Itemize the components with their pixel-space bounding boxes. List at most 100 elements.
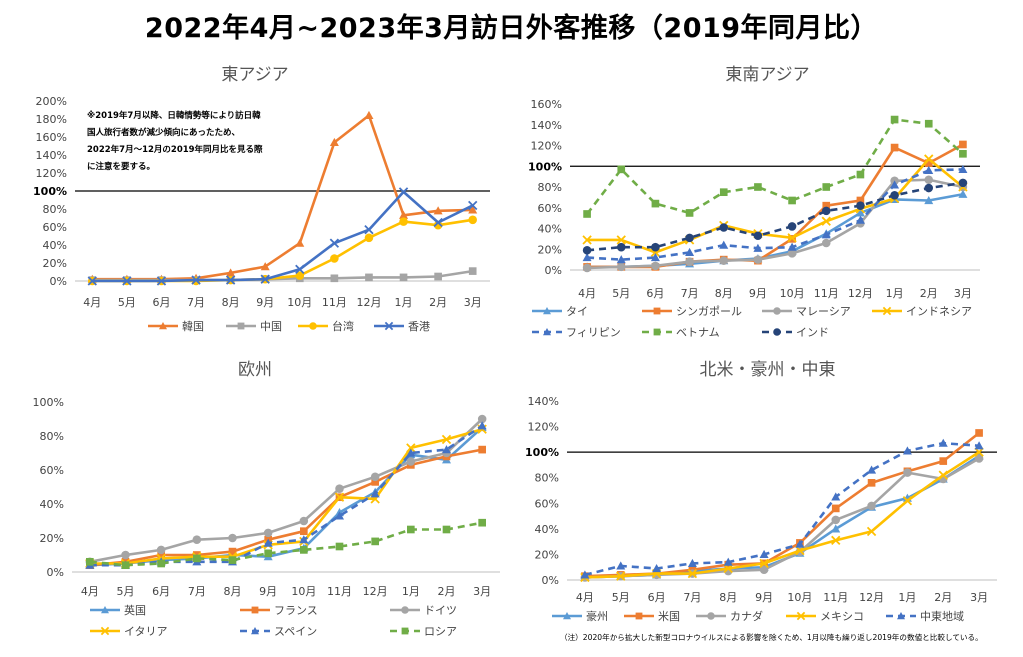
data-point <box>924 183 934 193</box>
x-tick-label: 1月 <box>395 296 413 309</box>
legend-marker <box>543 328 551 336</box>
legend-label: フランス <box>274 604 318 617</box>
legend-marker <box>563 612 571 620</box>
data-point <box>831 524 841 533</box>
data-point <box>787 233 797 243</box>
data-point <box>228 533 237 543</box>
legend-label: フィリピン <box>566 326 621 339</box>
x-tick-label: 12月 <box>848 287 873 300</box>
x-tick-label: 9月 <box>259 585 277 598</box>
legend-item: 中国 <box>226 320 282 333</box>
data-point <box>121 550 130 560</box>
data-point <box>924 165 934 174</box>
series-line <box>89 418 484 564</box>
data-point <box>821 238 831 248</box>
legend-label: カナダ <box>730 609 763 623</box>
data-point <box>228 556 237 564</box>
data-point <box>902 496 913 506</box>
data-point <box>759 558 769 569</box>
data-point <box>580 570 590 579</box>
data-point <box>121 561 130 570</box>
x-tick-label: 11月 <box>823 591 848 604</box>
data-point <box>831 504 840 513</box>
data-point <box>295 271 305 280</box>
legend-label: 台湾 <box>332 319 354 333</box>
y-tick-label: 0% <box>47 566 64 579</box>
data-point <box>193 554 201 563</box>
data-point <box>856 196 865 205</box>
x-tick-label: 5月 <box>612 591 630 604</box>
data-point <box>890 191 899 200</box>
chart-title: 東南アジア <box>725 65 809 85</box>
series-line <box>584 431 980 578</box>
data-point <box>433 217 443 228</box>
data-point <box>156 545 166 555</box>
x-tick-label: 7月 <box>683 591 701 604</box>
legend-label: タイ <box>566 305 588 318</box>
chart-title: 欧州 <box>238 360 272 380</box>
legend-item: タイ <box>532 305 588 318</box>
series-line <box>586 181 964 252</box>
y-tick-label: 140% <box>528 395 559 408</box>
series-5 <box>583 115 967 218</box>
data-point <box>87 276 97 286</box>
annotation-line: に注意を要する。 <box>87 161 155 172</box>
x-tick-label: 10月 <box>291 585 316 598</box>
data-point <box>939 457 948 465</box>
data-point <box>329 238 340 248</box>
y-tick-label: 120% <box>531 140 562 153</box>
data-point <box>295 238 305 247</box>
series-line <box>587 168 963 261</box>
x-tick-label: 2月 <box>934 591 952 604</box>
data-point <box>335 542 344 551</box>
data-point <box>478 445 486 454</box>
data-point <box>831 535 841 546</box>
chart-panel-north-america-australia-middle-east: 北米・豪州・中東 0% 20% 40% 60% 80% 100% 120% 140% 4月 5月 6月… <box>512 355 1023 633</box>
chart-title: 東アジア <box>221 65 288 85</box>
legend-marker <box>401 606 409 614</box>
data-point <box>364 233 374 243</box>
main-title: 2022年4月~2023年3月訪日外客推移（2019年同月比） <box>144 13 879 44</box>
legend-marker <box>101 606 109 614</box>
y-tick-label: 100% <box>525 446 559 459</box>
data-point <box>867 501 876 511</box>
data-point <box>719 188 728 197</box>
x-tick-label: 8月 <box>222 296 240 309</box>
x-tick-label: 8月 <box>715 287 733 300</box>
data-point <box>924 159 933 167</box>
x-tick-label: 11月 <box>327 585 352 598</box>
data-point <box>831 492 841 501</box>
legend-marker <box>251 606 259 614</box>
data-point <box>583 210 591 218</box>
data-point <box>399 210 409 219</box>
legend-label: マレーシア <box>796 305 851 318</box>
x-tick-label: 10月 <box>287 296 312 309</box>
data-point <box>924 195 934 205</box>
data-point <box>260 274 270 284</box>
legend-label: ロシア <box>424 625 457 638</box>
y-tick-label: 160% <box>531 98 562 111</box>
data-point <box>399 217 408 226</box>
legend-marker <box>401 627 409 635</box>
legend-label: 英国 <box>124 603 146 617</box>
data-point <box>651 242 660 252</box>
series-line <box>587 157 964 254</box>
legend-item: ロシア <box>390 625 457 638</box>
legend-item: インドネシア <box>872 305 972 318</box>
data-point <box>582 246 592 255</box>
data-point <box>468 205 478 214</box>
data-point <box>225 275 236 285</box>
x-tick-label: 7月 <box>188 585 206 598</box>
y-tick-label: 160% <box>36 131 67 144</box>
data-point <box>299 535 309 544</box>
data-point <box>958 164 968 173</box>
chart-svg-europe: 欧州 0% 20% 40% 60% 80% 100% 4月 5月 6月 7月 8月 9月 10月 11月 12… <box>33 360 500 638</box>
data-point <box>582 235 592 245</box>
data-point <box>719 240 729 249</box>
series-line <box>89 448 483 567</box>
y-tick-label: 80% <box>535 472 559 485</box>
y-tick-label: 100% <box>528 160 562 173</box>
legend-item: フィリピン <box>532 326 621 339</box>
series-4 <box>580 438 984 579</box>
y-tick-label: 120% <box>528 421 559 434</box>
